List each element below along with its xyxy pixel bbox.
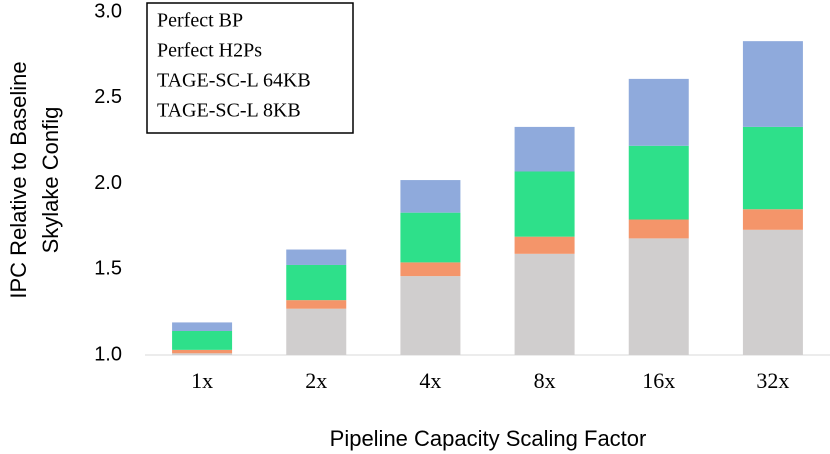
bar-segment <box>286 300 347 309</box>
bar-segment <box>172 349 233 354</box>
bar-segment <box>172 330 233 350</box>
bar-segment <box>628 145 689 220</box>
bar-segment <box>286 308 347 355</box>
bar-segment <box>400 212 461 263</box>
bar-segment <box>514 126 575 172</box>
y-tick-label: 2.0 <box>94 172 122 194</box>
bar-segment <box>742 41 803 127</box>
bar-segment <box>742 126 803 210</box>
bar-segment <box>514 171 575 237</box>
y-tick-label: 1.5 <box>94 258 122 280</box>
legend-label: Perfect BP <box>157 10 243 32</box>
bar-segment <box>400 180 461 213</box>
bar-segment <box>514 236 575 254</box>
x-tick-label: 16x <box>642 368 675 393</box>
bar-segment <box>628 78 689 146</box>
bar-segment <box>628 219 689 239</box>
y-tick-label: 1.0 <box>94 343 122 365</box>
y-tick-label: 3.0 <box>94 0 122 22</box>
legend-label: TAGE-SC-L 8KB <box>157 100 301 122</box>
bar-segment <box>514 253 575 355</box>
x-tick-label: 4x <box>419 368 441 393</box>
bar-segment <box>172 353 233 355</box>
x-tick-label: 8x <box>534 368 556 393</box>
y-tick-label: 2.5 <box>94 86 122 108</box>
x-tick-label: 2x <box>305 368 327 393</box>
bar-segment <box>172 322 233 331</box>
bar-segment <box>400 262 461 277</box>
x-axis-title: Pipeline Capacity Scaling Factor <box>330 426 647 451</box>
bar-segment <box>286 264 347 301</box>
bar-segment <box>400 276 461 355</box>
bar-segment <box>742 209 803 230</box>
y-axis-title: Skylake Config <box>38 107 63 254</box>
x-tick-label: 1x <box>191 368 213 393</box>
bar-segment <box>628 238 689 355</box>
bar-segment <box>742 229 803 355</box>
legend-label: TAGE-SC-L 64KB <box>157 70 311 92</box>
bar-segment <box>286 249 347 265</box>
x-tick-label: 32x <box>756 368 789 393</box>
y-axis-title: IPC Relative to Baseline <box>6 61 31 298</box>
legend-box <box>146 2 354 134</box>
legend-label: Perfect H2Ps <box>157 40 262 62</box>
